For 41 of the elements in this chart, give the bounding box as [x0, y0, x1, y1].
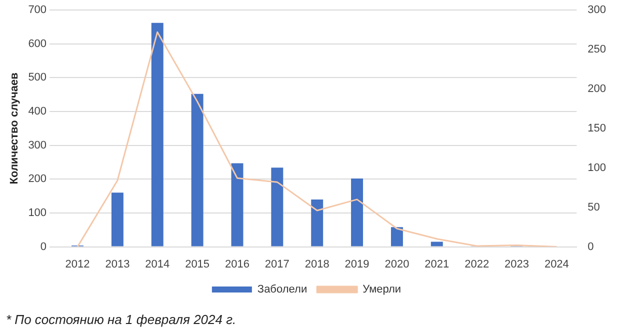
- y-tick-label: 700: [28, 4, 47, 16]
- x-tick-label: 2023: [504, 258, 529, 270]
- bar: [351, 178, 364, 246]
- x-tick-label: 2017: [264, 258, 290, 270]
- y-tick-label: 400: [28, 106, 47, 118]
- y2-tick-label: 300: [588, 4, 606, 16]
- text: * По состоянию на 1 февраля 2024 г.: [6, 312, 236, 327]
- x-tick-label: 2022: [464, 258, 490, 270]
- x-tick-label: 2013: [105, 258, 130, 270]
- bar: [430, 242, 443, 246]
- bar: [191, 94, 204, 246]
- y-tick-label: 100: [28, 207, 47, 220]
- x-tick-label: 2020: [384, 258, 410, 270]
- y-tick-label: 300: [28, 139, 47, 152]
- y2-tick-label: 100: [588, 162, 606, 174]
- bar: [151, 22, 164, 246]
- y2-tick-label: 200: [588, 82, 606, 95]
- y2-tick-label: 50: [588, 201, 600, 214]
- y2-tick-label: 150: [588, 122, 606, 134]
- x-tick-label: 2014: [145, 258, 170, 270]
- y-axis-title: Количество случаев: [8, 72, 21, 184]
- y-tick-label: 600: [28, 38, 47, 50]
- x-tick-label: 2024: [544, 258, 569, 270]
- x-tick-label: 2018: [304, 258, 330, 270]
- legend-label: Заболели: [257, 284, 308, 296]
- bar: [390, 227, 403, 246]
- x-tick-label: 2012: [65, 258, 90, 270]
- x-tick-label: 2021: [424, 258, 450, 270]
- x-tick-label: 2016: [224, 258, 250, 270]
- y2-tick-label: 0: [588, 240, 594, 253]
- legend-label: Умерли: [362, 284, 402, 296]
- bar: [231, 163, 244, 246]
- x-tick-label: 2015: [185, 258, 210, 270]
- x-tick-label: 2019: [344, 258, 370, 270]
- y-tick-label: 0: [40, 240, 47, 253]
- y-tick-label: 500: [28, 72, 47, 84]
- bar: [311, 199, 324, 246]
- bar: [271, 168, 284, 246]
- bar: [111, 192, 124, 246]
- y-tick-label: 200: [28, 173, 47, 186]
- y2-tick-label: 250: [588, 44, 606, 56]
